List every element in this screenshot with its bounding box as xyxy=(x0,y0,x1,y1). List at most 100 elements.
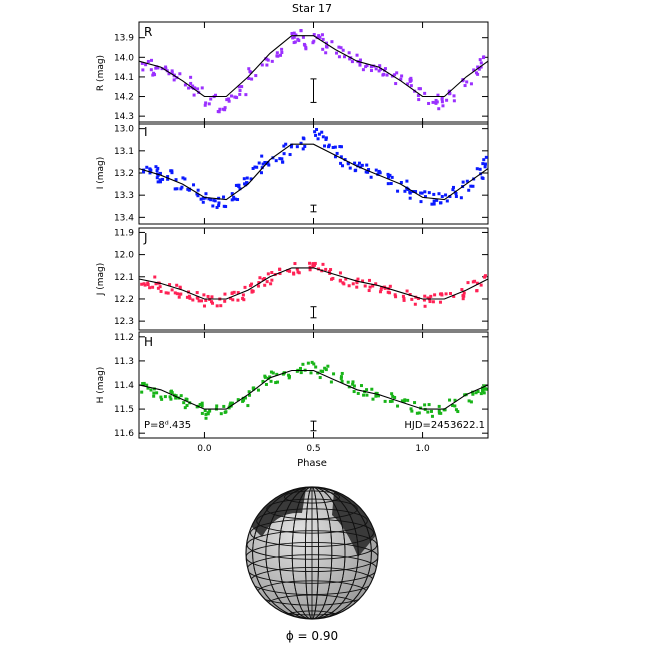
data-point xyxy=(191,298,195,302)
data-point xyxy=(460,288,464,292)
data-point xyxy=(368,285,372,289)
data-point xyxy=(276,54,280,58)
data-point xyxy=(396,404,400,408)
data-point xyxy=(367,278,371,282)
data-point xyxy=(469,184,473,188)
data-point xyxy=(340,379,344,383)
data-point xyxy=(329,268,333,272)
data-point xyxy=(385,73,389,77)
data-point xyxy=(339,155,343,159)
data-point xyxy=(238,187,242,191)
data-point xyxy=(423,91,427,95)
data-point xyxy=(386,172,390,176)
data-point xyxy=(352,384,356,388)
data-point xyxy=(241,293,245,297)
data-point xyxy=(282,152,286,156)
longitude-line xyxy=(265,487,359,619)
data-point xyxy=(434,101,438,105)
data-point xyxy=(434,98,438,102)
data-point xyxy=(192,183,196,187)
data-point xyxy=(331,145,335,149)
data-point xyxy=(298,366,302,370)
data-point xyxy=(209,198,213,202)
data-point xyxy=(140,282,144,286)
data-point xyxy=(280,157,284,161)
data-point xyxy=(206,294,210,298)
data-point xyxy=(315,127,319,131)
star-spot xyxy=(332,491,378,557)
data-point xyxy=(250,282,254,286)
data-point xyxy=(149,168,153,172)
data-point xyxy=(423,190,427,194)
data-point xyxy=(378,290,382,294)
data-point xyxy=(152,394,156,398)
data-point xyxy=(153,275,157,279)
data-point xyxy=(459,196,463,200)
data-point xyxy=(156,180,160,184)
data-point xyxy=(243,182,247,186)
data-point xyxy=(238,92,242,96)
data-point xyxy=(271,371,275,375)
data-point xyxy=(187,86,191,90)
data-point xyxy=(263,283,267,287)
data-point xyxy=(380,285,384,289)
hjd-annotation: HJD=2453622.1 xyxy=(404,420,485,431)
data-point xyxy=(222,204,226,208)
data-point xyxy=(189,75,193,79)
data-point xyxy=(266,272,270,276)
data-point xyxy=(201,196,205,200)
data-point xyxy=(426,296,430,300)
data-point xyxy=(217,204,221,208)
data-point xyxy=(291,36,295,40)
data-point xyxy=(301,362,305,366)
data-point xyxy=(295,369,299,373)
data-point xyxy=(400,399,404,403)
data-point xyxy=(393,73,397,77)
data-point xyxy=(175,187,179,191)
band-label: R xyxy=(144,25,152,39)
data-point xyxy=(242,177,246,181)
data-point xyxy=(324,137,328,141)
data-point xyxy=(399,180,403,184)
data-point xyxy=(390,399,394,403)
data-point xyxy=(340,371,344,375)
data-point xyxy=(146,59,150,63)
data-point xyxy=(227,99,231,103)
data-point xyxy=(269,282,273,286)
data-point xyxy=(142,170,146,174)
data-point xyxy=(170,69,174,73)
data-point xyxy=(374,282,378,286)
data-point xyxy=(215,205,219,209)
data-point xyxy=(317,34,321,38)
panel-R: 13.9 14.0 14.1 14.2 14.3 R (mag) R xyxy=(96,21,489,125)
data-point xyxy=(299,141,303,145)
data-point xyxy=(149,388,153,392)
panel-frame xyxy=(138,21,489,125)
data-point xyxy=(477,67,481,71)
data-point xyxy=(444,193,448,197)
model-curve xyxy=(138,35,489,98)
data-point xyxy=(383,67,387,71)
data-point xyxy=(451,188,455,192)
data-point xyxy=(433,293,437,297)
data-point xyxy=(484,155,488,159)
data-point xyxy=(324,41,328,45)
data-point xyxy=(344,277,348,281)
data-point xyxy=(146,281,150,285)
data-point xyxy=(250,77,254,81)
data-point xyxy=(292,31,296,35)
data-point xyxy=(327,145,331,149)
data-point xyxy=(312,39,316,43)
data-point xyxy=(260,154,264,158)
data-point xyxy=(440,97,444,101)
data-point xyxy=(287,375,291,379)
data-point xyxy=(365,393,369,397)
data-point xyxy=(156,66,160,70)
data-point xyxy=(230,291,234,295)
x-tick-label: 1.0 xyxy=(415,444,430,454)
data-point xyxy=(476,65,480,69)
y-tick-label: 13.3 xyxy=(114,191,134,201)
data-point xyxy=(482,158,486,162)
data-point xyxy=(354,168,358,172)
data-point xyxy=(338,278,342,282)
